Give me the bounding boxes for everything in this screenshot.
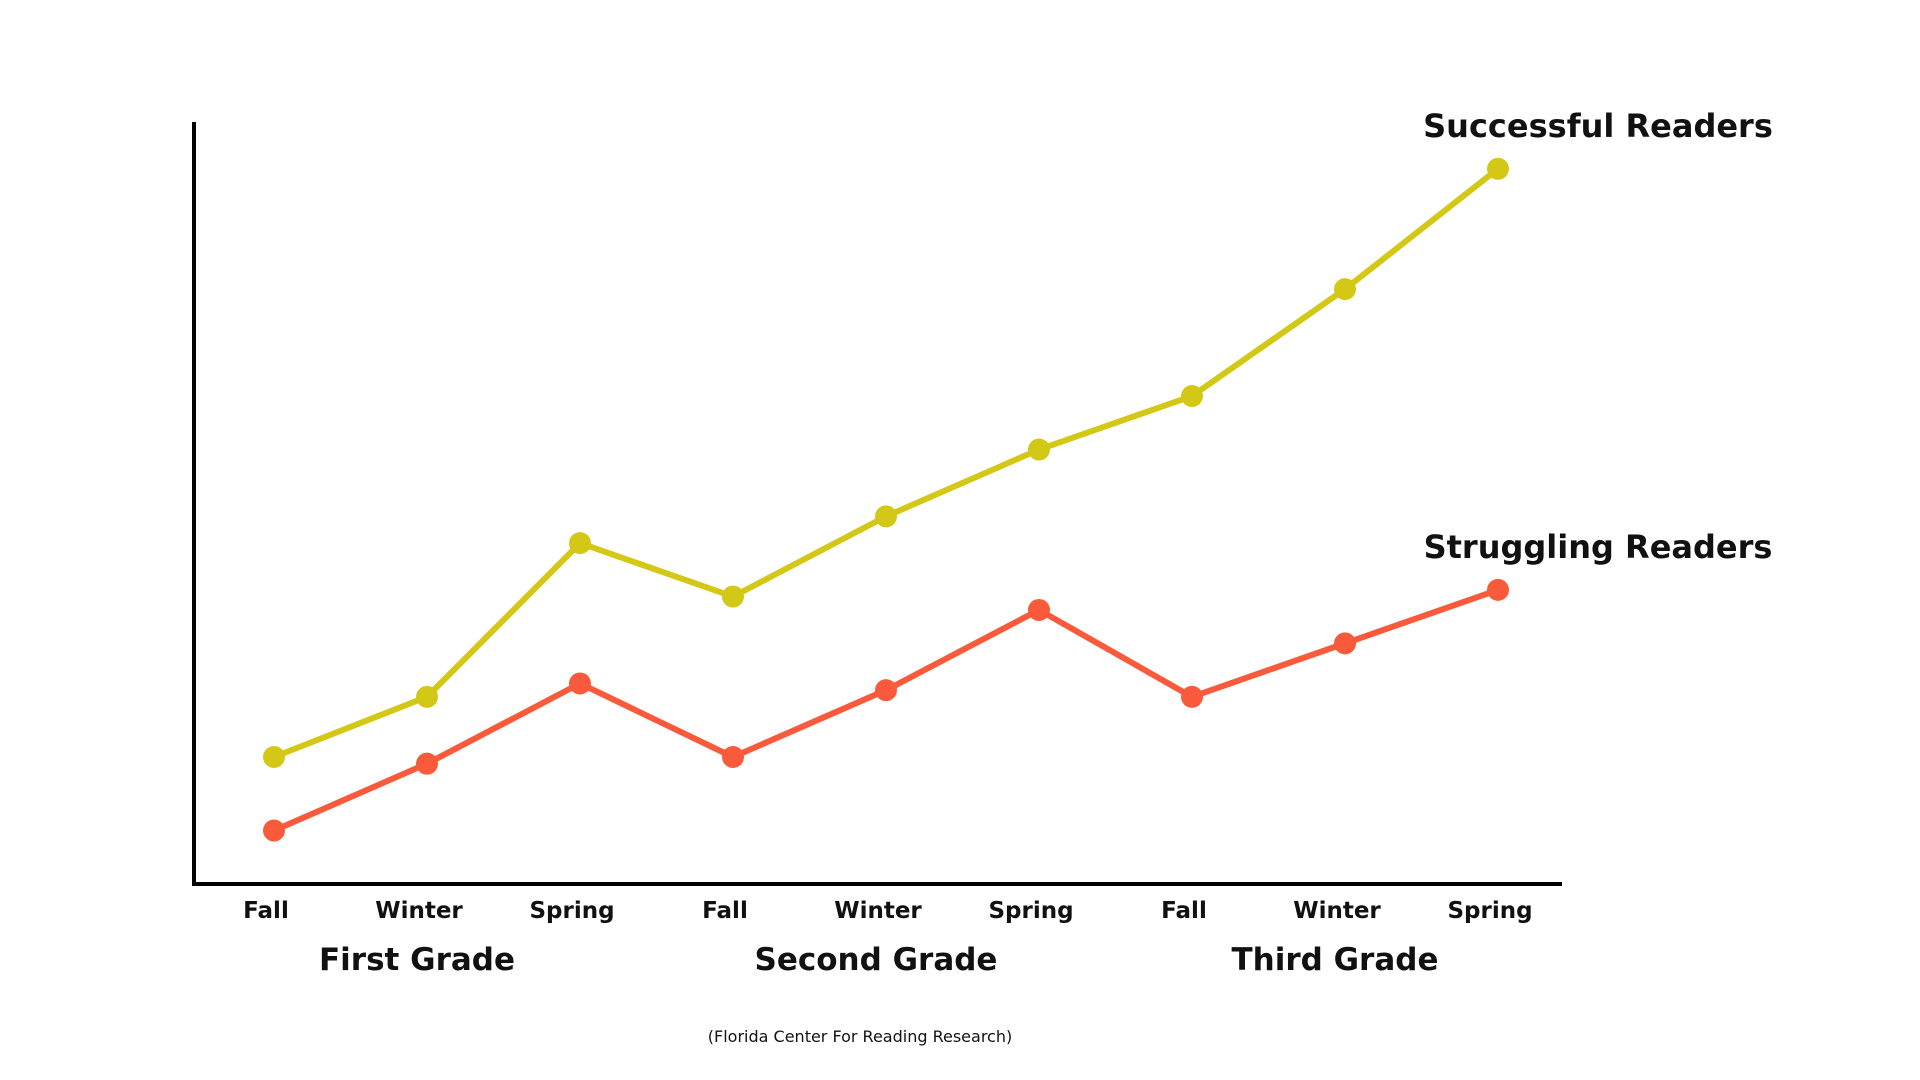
data-point-0-6 xyxy=(1181,385,1203,408)
data-point-1-2 xyxy=(569,672,591,695)
data-point-1-7 xyxy=(1334,632,1356,655)
axes xyxy=(192,122,1562,886)
data-point-0-5 xyxy=(1028,438,1050,461)
group-label: Third Grade xyxy=(1232,942,1439,978)
group-label: Second Grade xyxy=(755,942,998,978)
series-label-0: Successful Readers xyxy=(1423,107,1773,145)
group-label: First Grade xyxy=(319,942,515,978)
data-point-0-1 xyxy=(416,685,438,708)
data-point-1-4 xyxy=(875,679,897,702)
x-tick-label: Fall xyxy=(702,898,748,924)
data-point-1-6 xyxy=(1181,685,1203,708)
data-point-1-5 xyxy=(1028,598,1050,621)
x-tick-label: Fall xyxy=(243,898,289,924)
data-point-1-1 xyxy=(416,752,438,775)
series-line-0 xyxy=(271,165,1501,760)
series-layer: Successful Readers Struggling Readers xyxy=(263,107,1773,842)
x-tick-label: Winter xyxy=(1293,898,1381,924)
series-label-1: Struggling Readers xyxy=(1424,528,1773,566)
grade-group-labels: First Grade Second Grade Third Grade xyxy=(319,942,1439,978)
data-point-0-4 xyxy=(875,505,897,528)
data-point-0-2 xyxy=(569,532,591,555)
series-1: Struggling Readers xyxy=(263,528,1772,842)
x-tick-label: Spring xyxy=(529,898,614,924)
x-tick-label: Spring xyxy=(988,898,1073,924)
x-tick-label: Spring xyxy=(1447,898,1532,924)
x-tick-label: Winter xyxy=(375,898,463,924)
data-point-0-7 xyxy=(1334,278,1356,301)
x-tick-labels: Fall Winter Spring Fall Winter Spring Fall Wint… xyxy=(243,898,1532,924)
data-point-0-0 xyxy=(263,746,285,768)
data-point-1-8 xyxy=(1487,578,1509,601)
series-line-1 xyxy=(271,586,1501,834)
source-note: (Florida Center For Reading Research) xyxy=(708,1027,1012,1046)
x-tick-label: Winter xyxy=(834,898,922,924)
data-point-1-3 xyxy=(722,746,744,768)
data-point-0-8 xyxy=(1487,157,1509,180)
x-tick-label: Fall xyxy=(1161,898,1207,924)
series-0: Successful Readers xyxy=(263,107,1773,768)
data-point-1-0 xyxy=(263,819,285,842)
data-point-0-3 xyxy=(722,585,744,608)
